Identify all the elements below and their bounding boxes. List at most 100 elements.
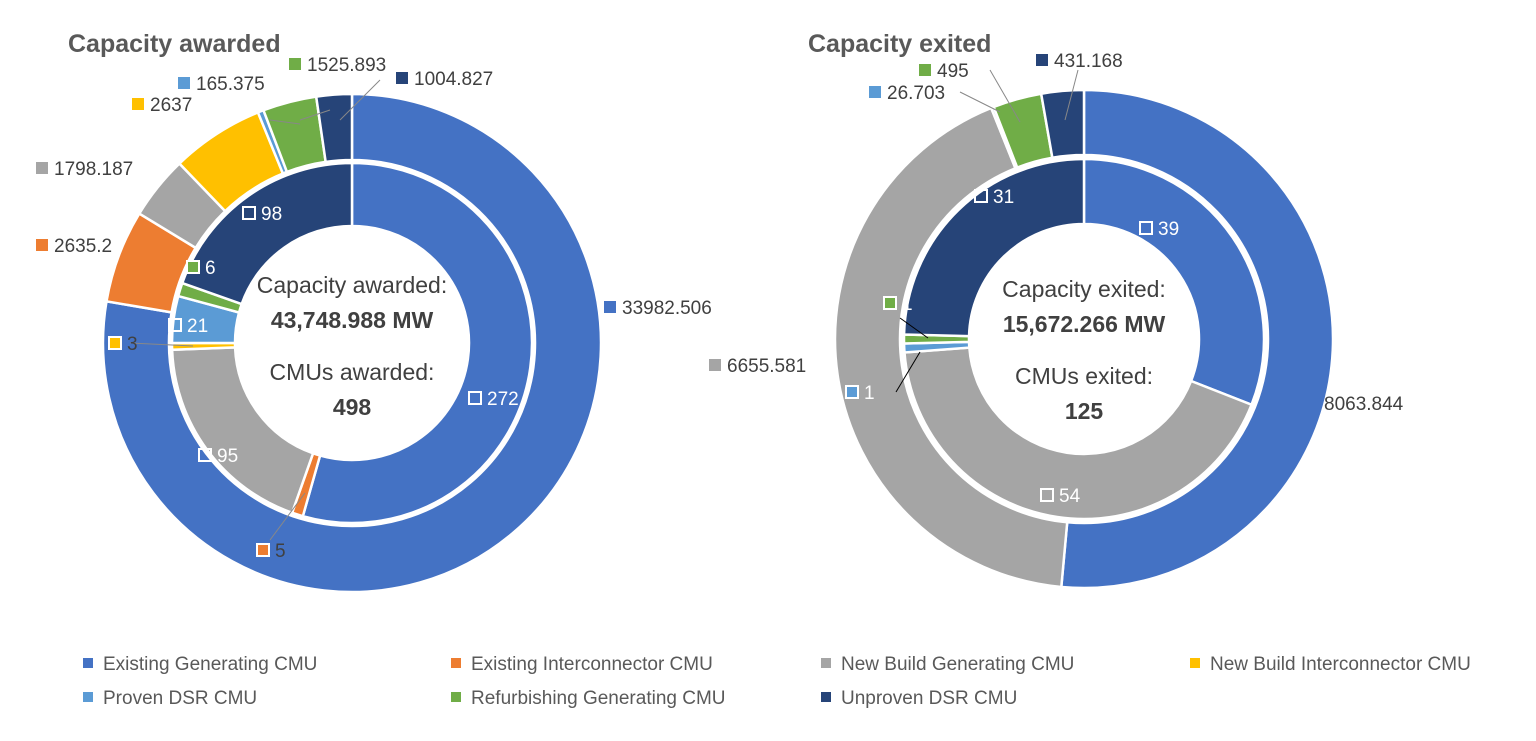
label-marker-outer-refurbishing-generating-cmu <box>289 58 301 70</box>
slice-outer-new-build-generating-cmu <box>833 106 1069 589</box>
data-label-inner-existing-generating-cmu: 272 <box>487 389 519 410</box>
data-label-inner-refurbishing-generating-cmu: 1 <box>902 294 913 315</box>
legend-item-existing-interconnector-cmu: Existing Interconnector CMU <box>451 654 713 675</box>
label-marker-inner-proven-dsr-cmu <box>168 318 182 332</box>
legend-swatch <box>821 658 831 668</box>
legend-swatch <box>83 692 93 702</box>
slice-inner-existing-generating-cmu <box>301 161 534 525</box>
legend: Existing Generating CMU Existing Intercon… <box>83 654 1471 709</box>
legend-item-new-build-generating-cmu: New Build Generating CMU <box>821 654 1074 675</box>
label-marker-inner-refurbishing-generating-cmu <box>883 296 897 310</box>
data-label-inner-proven-dsr-cmu: 1 <box>864 383 875 404</box>
legend-label: New Build Interconnector CMU <box>1210 654 1471 675</box>
label-marker-outer-proven-dsr-cmu <box>178 77 190 89</box>
data-label-inner-existing-interconnector-cmu: 5 <box>275 541 286 562</box>
center-line-3: CMUs awarded: <box>270 359 435 385</box>
label-marker-outer-new-build-generating-cmu <box>36 162 48 174</box>
slice-inner-new-build-generating-cmu <box>903 346 1254 521</box>
legend-label: Refurbishing Generating CMU <box>471 688 726 709</box>
slice-outer-existing-generating-cmu <box>1059 88 1335 590</box>
slice-outer-unproven-dsr-cmu <box>1039 88 1086 160</box>
legend-swatch <box>451 692 461 702</box>
center-text-awarded: Capacity awarded: 43,748.988 MW CMUs awa… <box>257 272 448 420</box>
data-label-outer-existing-generating-cmu: 33982.506 <box>622 298 712 319</box>
slice-outer-existing-generating-cmu <box>101 92 603 594</box>
data-label-outer-refurbishing-generating-cmu: 1525.893 <box>307 55 386 76</box>
data-label-inner-existing-generating-cmu: 39 <box>1158 219 1179 240</box>
data-label-outer-refurbishing-generating-cmu: 495 <box>937 61 969 82</box>
data-label-outer-existing-generating-cmu: 8063.844 <box>1324 394 1404 415</box>
label-marker-inner-existing-generating-cmu <box>1139 221 1153 235</box>
data-label-inner-unproven-dsr-cmu: 98 <box>261 204 282 225</box>
data-label-outer-existing-interconnector-cmu: 2635.2 <box>54 236 112 257</box>
leader-line <box>339 79 381 121</box>
label-marker-outer-refurbishing-generating-cmu <box>919 64 931 76</box>
legend-label: Proven DSR CMU <box>103 688 257 709</box>
data-label-inner-refurbishing-generating-cmu: 6 <box>205 258 216 279</box>
label-marker-inner-proven-dsr-cmu <box>845 385 859 399</box>
label-marker-outer-new-build-generating-cmu <box>709 359 721 371</box>
legend-item-new-build-interconnector-cmu: New Build Interconnector CMU <box>1190 654 1471 675</box>
label-marker-outer-new-build-interconnector-cmu <box>132 98 144 110</box>
legend-swatch <box>821 692 831 702</box>
leader-line <box>895 351 921 393</box>
leader-line <box>129 342 194 347</box>
slice-inner-unproven-dsr-cmu <box>180 161 354 306</box>
label-marker-outer-unproven-dsr-cmu <box>396 72 408 84</box>
slice-outer-unproven-dsr-cmu <box>314 92 354 164</box>
center-line-2: 43,748.988 MW <box>271 307 434 333</box>
leader-line <box>899 317 929 339</box>
legend-item-refurbishing-generating-cmu: Refurbishing Generating CMU <box>451 688 726 709</box>
data-label-outer-new-build-generating-cmu: 1798.187 <box>54 159 133 180</box>
legend-label: Existing Interconnector CMU <box>471 654 713 675</box>
chart-title-exited: Capacity exited <box>808 30 991 58</box>
leader-line <box>269 492 306 541</box>
center-line-1: Capacity awarded: <box>257 272 448 298</box>
legend-swatch <box>1190 658 1200 668</box>
data-label-outer-unproven-dsr-cmu: 1004.827 <box>414 69 493 90</box>
data-label-outer-proven-dsr-cmu: 26.703 <box>887 83 945 104</box>
leader-line <box>959 91 1001 113</box>
center-line-4: 125 <box>1065 398 1104 424</box>
legend-swatch <box>83 658 93 668</box>
center-line-4: 498 <box>333 394 372 420</box>
legend-label: Existing Generating CMU <box>103 654 317 675</box>
label-marker-inner-new-build-interconnector-cmu <box>108 336 122 350</box>
chart-title-awarded: Capacity awarded <box>68 30 281 58</box>
label-marker-outer-existing-generating-cmu <box>1306 397 1318 409</box>
legend-label: New Build Generating CMU <box>841 654 1074 675</box>
legend-item-existing-generating-cmu: Existing Generating CMU <box>83 654 317 675</box>
legend-label: Unproven DSR CMU <box>841 688 1017 709</box>
leader-line <box>299 109 331 121</box>
data-label-inner-unproven-dsr-cmu: 31 <box>993 187 1014 208</box>
label-marker-outer-unproven-dsr-cmu <box>1036 54 1048 66</box>
label-marker-outer-existing-generating-cmu <box>604 301 616 313</box>
center-text-exited: Capacity exited: 15,672.266 MW CMUs exit… <box>1002 276 1166 424</box>
label-marker-outer-proven-dsr-cmu <box>869 86 881 98</box>
label-marker-inner-existing-interconnector-cmu <box>256 543 270 557</box>
data-label-outer-new-build-generating-cmu: 6655.581 <box>727 356 806 377</box>
center-line-1: Capacity exited: <box>1002 276 1166 302</box>
data-label-inner-new-build-generating-cmu: 95 <box>217 446 238 467</box>
label-marker-inner-unproven-dsr-cmu <box>242 206 256 220</box>
data-label-inner-proven-dsr-cmu: 21 <box>187 316 208 337</box>
data-label-inner-new-build-generating-cmu: 54 <box>1059 486 1081 507</box>
center-line-2: 15,672.266 MW <box>1003 311 1166 337</box>
label-marker-inner-new-build-generating-cmu <box>1040 488 1054 502</box>
label-marker-inner-new-build-generating-cmu <box>198 448 212 462</box>
leader-line <box>1064 69 1079 121</box>
label-marker-inner-refurbishing-generating-cmu <box>186 260 200 274</box>
label-marker-outer-existing-interconnector-cmu <box>36 239 48 251</box>
leader-line <box>989 69 1021 123</box>
data-label-outer-new-build-interconnector-cmu: 2637 <box>150 95 192 116</box>
slice-inner-existing-generating-cmu <box>1082 157 1266 407</box>
center-line-3: CMUs exited: <box>1015 363 1153 389</box>
label-marker-inner-existing-generating-cmu <box>468 391 482 405</box>
legend-item-proven-dsr-cmu: Proven DSR CMU <box>83 688 257 709</box>
data-label-outer-proven-dsr-cmu: 165.375 <box>196 74 265 95</box>
data-label-inner-new-build-interconnector-cmu: 3 <box>127 334 138 355</box>
legend-item-unproven-dsr-cmu: Unproven DSR CMU <box>821 688 1017 709</box>
data-label-outer-unproven-dsr-cmu: 431.168 <box>1054 51 1123 72</box>
